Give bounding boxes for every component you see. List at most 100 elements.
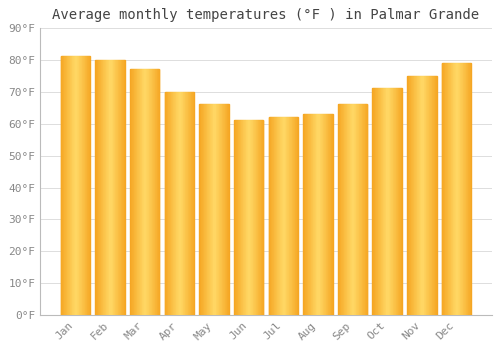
Bar bbox=[251, 120, 252, 315]
Bar bbox=[312, 114, 314, 315]
Bar bbox=[422, 76, 424, 315]
Bar bbox=[455, 63, 456, 315]
Bar bbox=[185, 92, 186, 315]
Bar bbox=[116, 60, 117, 315]
Bar bbox=[100, 60, 101, 315]
Bar bbox=[360, 104, 362, 315]
Bar bbox=[222, 104, 223, 315]
Bar bbox=[260, 120, 261, 315]
Bar bbox=[349, 104, 350, 315]
Bar bbox=[258, 120, 259, 315]
Bar bbox=[379, 89, 380, 315]
Bar bbox=[306, 114, 307, 315]
Bar bbox=[237, 120, 238, 315]
Bar bbox=[178, 92, 180, 315]
Bar bbox=[63, 56, 64, 315]
Bar bbox=[140, 69, 141, 315]
Bar bbox=[150, 69, 152, 315]
Bar bbox=[366, 104, 367, 315]
Bar bbox=[325, 114, 326, 315]
Bar bbox=[294, 117, 295, 315]
Bar bbox=[385, 89, 386, 315]
Bar bbox=[236, 120, 237, 315]
Bar bbox=[420, 76, 421, 315]
Bar bbox=[130, 69, 132, 315]
Bar bbox=[204, 104, 205, 315]
Bar bbox=[188, 92, 189, 315]
Bar bbox=[256, 120, 258, 315]
Bar bbox=[177, 92, 178, 315]
Bar bbox=[218, 104, 219, 315]
Bar bbox=[227, 104, 228, 315]
Bar bbox=[76, 56, 77, 315]
Bar bbox=[254, 120, 255, 315]
Bar bbox=[348, 104, 349, 315]
Bar bbox=[373, 89, 374, 315]
Bar bbox=[171, 92, 172, 315]
Bar bbox=[470, 63, 471, 315]
Bar bbox=[210, 104, 211, 315]
Bar bbox=[245, 120, 246, 315]
Bar bbox=[133, 69, 134, 315]
Bar bbox=[407, 76, 436, 315]
Bar bbox=[122, 60, 124, 315]
Bar bbox=[442, 63, 471, 315]
Bar bbox=[138, 69, 139, 315]
Bar bbox=[290, 117, 292, 315]
Bar bbox=[400, 89, 401, 315]
Bar bbox=[469, 63, 470, 315]
Bar bbox=[382, 89, 384, 315]
Bar bbox=[428, 76, 429, 315]
Bar bbox=[342, 104, 343, 315]
Bar bbox=[60, 56, 62, 315]
Bar bbox=[391, 89, 392, 315]
Bar bbox=[293, 117, 294, 315]
Bar bbox=[226, 104, 227, 315]
Bar bbox=[324, 114, 325, 315]
Bar bbox=[466, 63, 468, 315]
Bar bbox=[175, 92, 176, 315]
Bar bbox=[111, 60, 112, 315]
Bar bbox=[413, 76, 414, 315]
Bar bbox=[114, 60, 115, 315]
Bar bbox=[239, 120, 240, 315]
Bar bbox=[295, 117, 296, 315]
Bar bbox=[79, 56, 80, 315]
Bar bbox=[331, 114, 332, 315]
Bar bbox=[427, 76, 428, 315]
Bar bbox=[350, 104, 351, 315]
Bar bbox=[418, 76, 419, 315]
Bar bbox=[166, 92, 167, 315]
Bar bbox=[200, 104, 202, 315]
Bar bbox=[148, 69, 149, 315]
Bar bbox=[276, 117, 278, 315]
Bar bbox=[214, 104, 216, 315]
Bar bbox=[386, 89, 387, 315]
Bar bbox=[136, 69, 138, 315]
Bar bbox=[279, 117, 280, 315]
Bar bbox=[401, 89, 402, 315]
Bar bbox=[244, 120, 245, 315]
Bar bbox=[216, 104, 217, 315]
Bar bbox=[240, 120, 242, 315]
Bar bbox=[377, 89, 378, 315]
Bar bbox=[384, 89, 385, 315]
Bar bbox=[346, 104, 348, 315]
Bar bbox=[392, 89, 393, 315]
Bar bbox=[96, 60, 97, 315]
Bar bbox=[139, 69, 140, 315]
Bar bbox=[356, 104, 357, 315]
Bar bbox=[174, 92, 175, 315]
Bar bbox=[372, 89, 373, 315]
Bar bbox=[354, 104, 356, 315]
Bar bbox=[448, 63, 449, 315]
Bar bbox=[352, 104, 354, 315]
Bar bbox=[110, 60, 111, 315]
Bar bbox=[272, 117, 273, 315]
Bar bbox=[390, 89, 391, 315]
Bar bbox=[282, 117, 283, 315]
Bar bbox=[280, 117, 281, 315]
Bar bbox=[376, 89, 377, 315]
Bar bbox=[181, 92, 182, 315]
Bar bbox=[184, 92, 185, 315]
